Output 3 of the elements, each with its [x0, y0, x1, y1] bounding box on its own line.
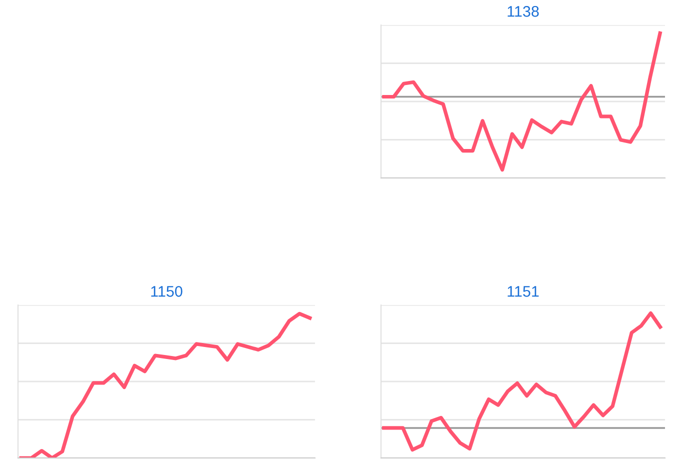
- chart-title: 1138: [508, 6, 539, 17]
- chart-title: 1151: [508, 286, 539, 297]
- chart-title: 1150: [151, 286, 182, 297]
